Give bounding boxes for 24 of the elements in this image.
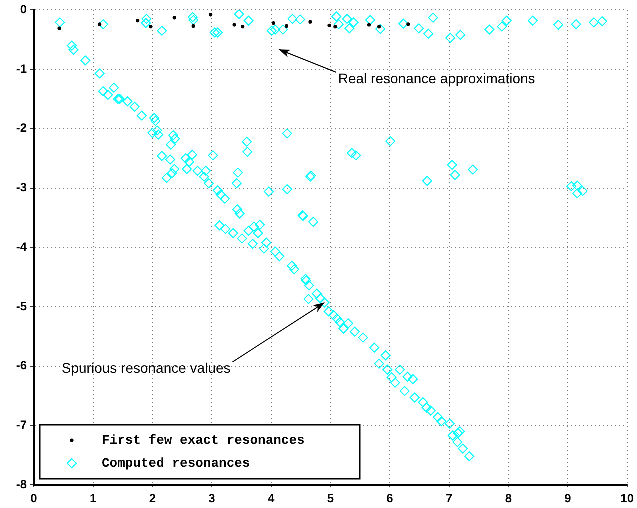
y-tick-label: -4 [16, 240, 28, 254]
y-tick-label: -6 [16, 358, 28, 373]
y-tick-label: -7 [16, 418, 28, 432]
x-tick-label: 5 [327, 492, 334, 506]
y-tick-label: -3 [16, 180, 28, 195]
y-tick-label: -1 [16, 62, 28, 76]
x-tick-label: 4 [268, 492, 275, 506]
x-tick-label: 0 [30, 492, 38, 506]
x-tick-label: 3 [208, 492, 216, 506]
y-tick-label: 0 [20, 2, 28, 17]
x-tick-label: 2 [149, 492, 156, 506]
annotation: Real resonance approximations [338, 70, 536, 86]
x-tick-label: 1 [90, 492, 97, 506]
x-tick-label: 7 [446, 492, 453, 506]
x-tick-label: 10 [620, 492, 634, 506]
y-tick-label: -5 [16, 299, 28, 314]
legend-label: First few exact resonances [102, 432, 306, 448]
y-tick-label: -8 [16, 477, 28, 492]
x-tick-label: 9 [564, 492, 572, 506]
x-tick-label: 8 [505, 492, 512, 506]
annotation: Spurious resonance values [62, 360, 231, 376]
legend-label: Computed resonances [102, 456, 250, 471]
y-tick-label: -2 [16, 121, 28, 136]
x-tick-label: 6 [386, 492, 394, 506]
